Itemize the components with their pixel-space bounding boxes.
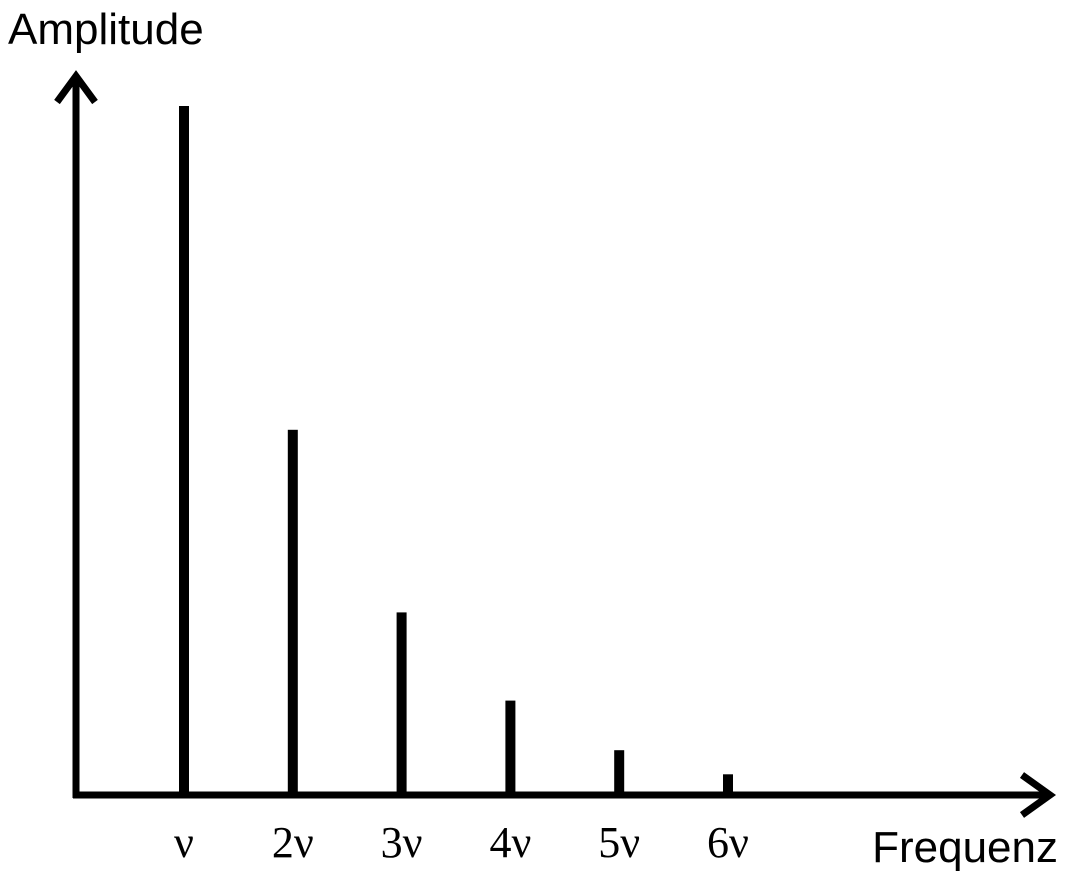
tick-label-harmonic-1: ν <box>174 818 194 867</box>
tick-label-harmonic-6: 6ν <box>707 818 749 867</box>
y-axis-arrowhead <box>54 70 98 105</box>
axes <box>54 70 1057 818</box>
bar-harmonic-6 <box>723 774 733 795</box>
tick-label-harmonic-3: 3ν <box>381 818 423 867</box>
bar-harmonic-1 <box>179 106 189 795</box>
tick-label-harmonic-4: 4ν <box>489 818 531 867</box>
bar-harmonic-3 <box>396 612 407 795</box>
bar-harmonic-4 <box>505 700 516 795</box>
x-tick-labels: ν 2ν 3ν 4ν 5ν 6ν <box>174 818 749 867</box>
tick-label-harmonic-2: 2ν <box>272 818 314 867</box>
tick-label-harmonic-5: 5ν <box>598 818 640 867</box>
x-axis-label: Frequenz <box>872 823 1058 872</box>
bar-harmonic-5 <box>614 750 625 795</box>
x-axis-arrowhead <box>1019 772 1057 818</box>
bar-harmonic-2 <box>287 429 298 795</box>
y-axis-label: Amplitude <box>8 5 204 54</box>
bars <box>179 106 733 795</box>
